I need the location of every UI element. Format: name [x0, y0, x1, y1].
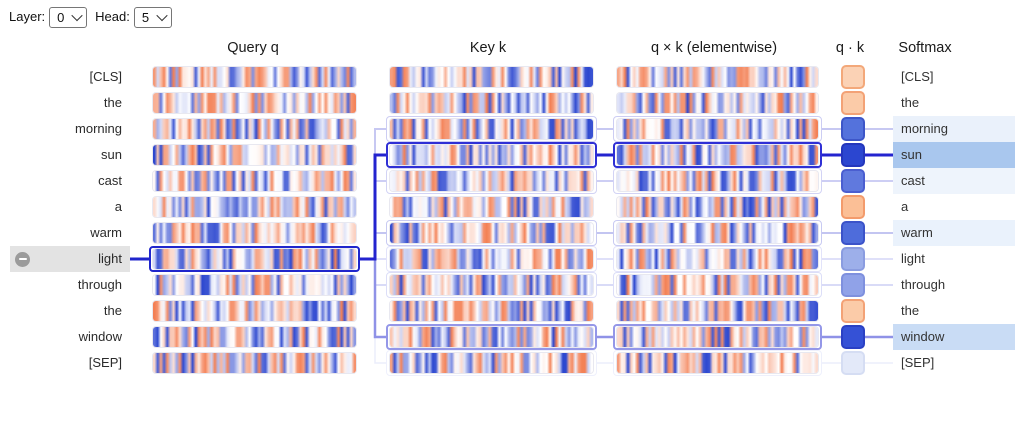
key-vector-strip [390, 301, 593, 321]
token-label-softmax[interactable]: warm [901, 225, 933, 240]
key-vector-strip [390, 223, 593, 243]
query-vector-strip [153, 249, 356, 269]
key-vector-strip [390, 171, 593, 191]
token-label-softmax[interactable]: the [901, 303, 920, 318]
token-label-left[interactable]: cast [98, 173, 122, 188]
token-label-left[interactable]: the [103, 95, 122, 110]
query-vector-strip [153, 67, 356, 87]
token-label-softmax[interactable]: cast [901, 173, 925, 188]
token-label-left[interactable]: light [98, 251, 122, 266]
token-label-softmax[interactable]: sun [901, 147, 922, 162]
layer-label: Layer: [9, 9, 46, 24]
header-query: Query q [227, 40, 279, 56]
key-vector-strip [390, 275, 593, 295]
qxk-product-strip [617, 67, 818, 87]
qxk-product-strip [617, 119, 818, 139]
token-label-softmax[interactable]: morning [901, 121, 948, 136]
token-label-softmax[interactable]: [SEP] [901, 355, 935, 370]
softmax-weight-highlight [893, 142, 1015, 168]
header-qdotk: q · k [835, 40, 865, 56]
layer-select-value: 0 [57, 9, 65, 25]
query-vector-strip [153, 327, 356, 347]
query-vector-strip [153, 197, 356, 217]
token-label-softmax[interactable]: window [901, 329, 945, 344]
header-key: Key k [469, 40, 507, 56]
softmax-weight-highlight [893, 168, 1015, 194]
qdotk-value-square [841, 273, 865, 297]
layer-select[interactable]: 0 [49, 6, 88, 28]
controls-bar: Layer: 0 Head: 5 [9, 6, 172, 28]
key-vector-strip [390, 119, 593, 139]
softmax-weight-highlight [893, 324, 1015, 350]
query-vector-strip [153, 93, 356, 113]
header-qxk: q × k (elementwise) [650, 40, 778, 56]
qdotk-value-square [841, 351, 865, 375]
token-label-softmax[interactable]: [CLS] [901, 69, 934, 84]
qdotk-value-square [841, 117, 865, 141]
key-vector-strip [390, 93, 593, 113]
query-vector-strip [153, 223, 356, 243]
qxk-product-strip [617, 301, 818, 321]
qdotk-value-square [841, 143, 865, 167]
token-label-left[interactable]: the [103, 303, 122, 318]
softmax-weight-highlight [893, 116, 1015, 142]
qdotk-value-square [841, 325, 865, 349]
token-label-left[interactable]: [SEP] [88, 355, 122, 370]
token-label-left[interactable]: sun [101, 147, 122, 162]
qxk-product-strip [617, 353, 818, 373]
query-vector-strip [153, 275, 356, 295]
token-label-left[interactable]: [CLS] [89, 69, 122, 84]
qxk-product-strip [617, 327, 818, 347]
qxk-product-strip [617, 145, 818, 165]
qxk-product-strip [617, 275, 818, 295]
qxk-product-strip [617, 223, 818, 243]
key-vector-strip [390, 145, 593, 165]
head-select-value: 5 [141, 9, 150, 25]
qdotk-value-square [841, 169, 865, 193]
qxk-product-strip [617, 249, 818, 269]
key-vector-strip [390, 67, 593, 87]
qxk-product-strip [617, 197, 818, 217]
query-vector-strip [153, 353, 356, 373]
query-vector-strip [153, 119, 356, 139]
token-label-softmax[interactable]: a [901, 199, 909, 214]
token-label-left[interactable]: through [77, 277, 122, 292]
key-vector-strip [390, 353, 593, 373]
qxk-product-strip [617, 93, 818, 113]
query-vector-strip [153, 145, 356, 165]
head-select[interactable]: 5 [133, 6, 172, 28]
selected-token-highlight [10, 246, 130, 272]
qdotk-value-square [841, 65, 865, 89]
key-vector-strip [390, 327, 593, 347]
qdotk-value-square [841, 247, 865, 271]
token-label-left[interactable]: warm [90, 225, 122, 240]
qxk-product-strip [617, 171, 818, 191]
key-vector-strip [390, 197, 593, 217]
softmax-weight-highlight [893, 220, 1015, 246]
token-label-softmax[interactable]: through [901, 277, 946, 292]
key-vector-strip [390, 249, 593, 269]
token-label-left[interactable]: morning [75, 121, 122, 136]
qdotk-value-square [841, 195, 865, 219]
header-softmax: Softmax [898, 40, 952, 56]
query-vector-strip [153, 171, 356, 191]
collapse-minus-icon[interactable] [15, 251, 30, 267]
token-label-softmax[interactable]: the [901, 95, 920, 110]
qdotk-value-square [841, 221, 865, 245]
token-label-left[interactable]: window [78, 329, 122, 344]
qdotk-value-square [841, 299, 865, 323]
token-label-softmax[interactable]: light [901, 251, 925, 266]
qdotk-value-square [841, 91, 865, 115]
head-label: Head: [95, 9, 130, 24]
token-label-left[interactable]: a [114, 199, 122, 214]
query-vector-strip [153, 301, 356, 321]
